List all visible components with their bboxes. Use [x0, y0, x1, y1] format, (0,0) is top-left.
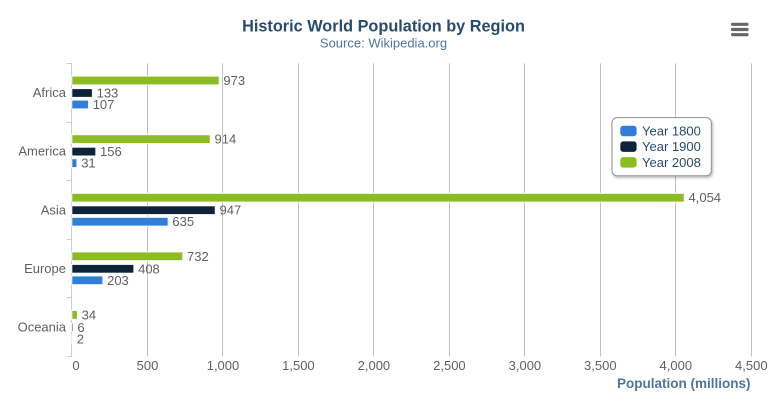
svg-text:Population (millions): Population (millions) — [617, 376, 751, 391]
svg-text:31: 31 — [81, 156, 95, 171]
svg-text:Year 1800: Year 1800 — [642, 124, 701, 139]
svg-text:Africa: Africa — [33, 85, 67, 100]
svg-text:3,000: 3,000 — [509, 358, 542, 373]
svg-text:2,000: 2,000 — [358, 358, 391, 373]
svg-text:Year 1900: Year 1900 — [642, 139, 701, 154]
svg-text:732: 732 — [187, 249, 209, 264]
svg-text:Oceania: Oceania — [18, 320, 67, 335]
svg-text:2,500: 2,500 — [433, 358, 466, 373]
svg-text:500: 500 — [137, 358, 159, 373]
svg-text:4,000: 4,000 — [660, 358, 693, 373]
svg-text:947: 947 — [220, 203, 242, 218]
svg-text:2: 2 — [77, 331, 84, 346]
svg-text:Historic World Population by R: Historic World Population by Region — [242, 18, 525, 36]
svg-text:1,000: 1,000 — [207, 358, 240, 373]
svg-text:Source: Wikipedia.org: Source: Wikipedia.org — [320, 36, 447, 51]
svg-text:4,500: 4,500 — [735, 358, 768, 373]
svg-text:0: 0 — [72, 358, 79, 373]
svg-text:3,500: 3,500 — [584, 358, 617, 373]
svg-text:107: 107 — [93, 97, 115, 112]
svg-text:914: 914 — [215, 132, 237, 147]
svg-text:34: 34 — [82, 307, 96, 322]
svg-text:Year 2008: Year 2008 — [642, 155, 701, 170]
svg-text:4,054: 4,054 — [689, 190, 722, 205]
svg-text:1,500: 1,500 — [282, 358, 315, 373]
svg-text:973: 973 — [223, 73, 245, 88]
svg-text:203: 203 — [107, 273, 129, 288]
svg-text:408: 408 — [138, 261, 160, 276]
svg-text:Asia: Asia — [41, 202, 67, 217]
svg-text:Europe: Europe — [24, 261, 66, 276]
svg-text:6: 6 — [77, 320, 84, 335]
svg-text:156: 156 — [100, 144, 122, 159]
svg-text:133: 133 — [97, 86, 119, 101]
svg-text:America: America — [18, 144, 66, 159]
svg-text:635: 635 — [172, 214, 194, 229]
